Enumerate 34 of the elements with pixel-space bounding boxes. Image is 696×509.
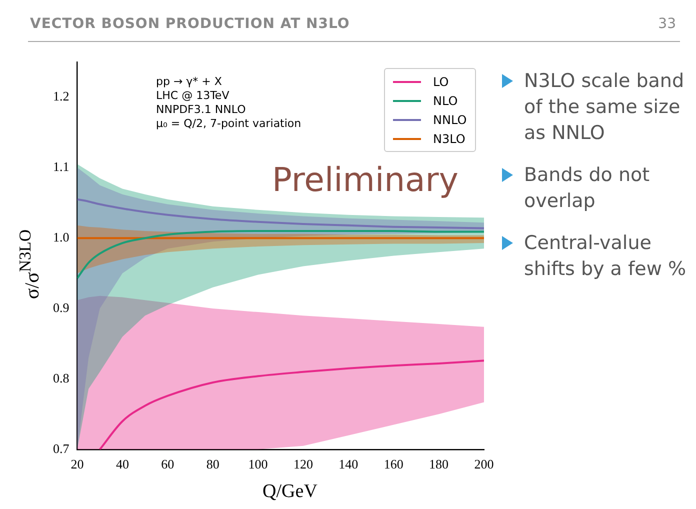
y-tick-label: 0.7 [53, 440, 70, 456]
y-tick-label: 0.8 [53, 370, 70, 386]
annotation: pp → γ* + X [156, 75, 223, 89]
annotation: NNPDF3.1 NNLO [156, 103, 247, 117]
x-tick-label: 40 [116, 456, 129, 472]
legend-label: NLO [432, 92, 459, 110]
annotation: μ₀ = Q/2, 7-point variation [156, 117, 302, 131]
annotation: Preliminary [272, 160, 458, 199]
x-tick-label: 120 [293, 456, 313, 472]
line-series [77, 198, 484, 230]
y-tick-label: 1.0 [53, 230, 70, 245]
x-tick-label: 20 [70, 456, 84, 472]
x-axis-title: Q/GeV [262, 481, 318, 503]
line-series [77, 230, 484, 280]
x-tick-label: 140 [338, 456, 358, 472]
text: Bands do not overlap [523, 163, 651, 214]
y-tick-label: 0.9 [53, 300, 70, 315]
text: Central-value shifts by a few % [523, 231, 688, 282]
line-series [98, 360, 484, 450]
y-tick-label: 1.2 [53, 88, 70, 104]
x-tick-label: 160 [384, 456, 404, 472]
legend-label: N3LO [432, 130, 466, 148]
text: 33 [658, 16, 676, 32]
y-tick-label: 1.1 [53, 159, 70, 174]
annotation: LHC @ 13TeV [156, 89, 230, 103]
legend-label: NNLO [432, 112, 467, 128]
text: N3LO scale band of the same size as NNLO [523, 69, 686, 146]
x-tick-label: 80 [206, 456, 220, 472]
x-tick-label: 180 [429, 456, 449, 472]
legend-label: LO [432, 74, 450, 90]
x-tick-label: 60 [161, 456, 174, 472]
chart-title: VECTOR BOSON PRODUCTION AT N3LO [30, 16, 350, 32]
x-tick-label: 100 [248, 456, 268, 472]
x-tick-label: 200 [474, 456, 494, 472]
